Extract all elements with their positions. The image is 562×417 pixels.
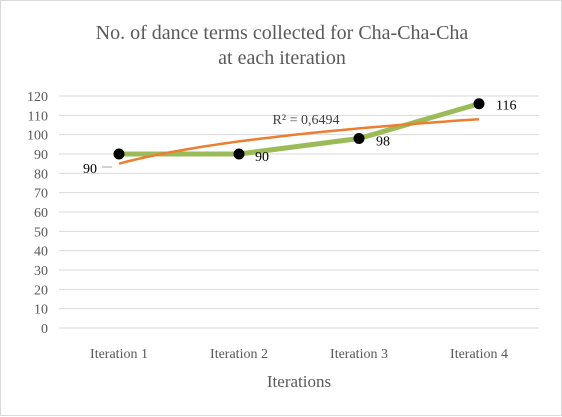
data-label: 90 <box>83 162 97 177</box>
r-squared-label: R² = 0,6494 <box>273 113 340 128</box>
data-label: 98 <box>376 135 390 150</box>
series-line <box>116 101 482 157</box>
data-point <box>233 148 245 160</box>
trendline: R² = 0,6494 <box>118 113 480 165</box>
y-tick-label: 90 <box>34 148 48 163</box>
series <box>113 98 485 160</box>
x-tick-label: Iteration 1 <box>90 347 148 362</box>
chart-title: No. of dance terms collected for Cha-Cha… <box>96 22 469 69</box>
x-tick-label: Iteration 2 <box>210 347 268 362</box>
y-tick-label: 40 <box>34 245 48 260</box>
y-tick-label: 10 <box>34 303 48 318</box>
data-point <box>113 148 125 160</box>
y-tick-label: 80 <box>34 167 48 182</box>
y-tick-label: 30 <box>34 264 48 279</box>
x-tick-label: Iteration 4 <box>450 347 508 362</box>
data-label: 90 <box>255 150 269 165</box>
y-axis-ticks: 0 10 20 30 40 50 60 70 80 90 100 110 120 <box>27 90 48 337</box>
y-tick-label: 60 <box>34 206 48 221</box>
x-tick-label: Iteration 3 <box>330 347 388 362</box>
x-axis-title: Iterations <box>267 372 331 391</box>
y-tick-label: 70 <box>34 187 48 202</box>
gridlines <box>59 95 539 329</box>
y-tick-label: 0 <box>41 322 48 337</box>
data-point <box>473 98 485 110</box>
y-tick-label: 50 <box>34 225 48 240</box>
chart-title-line-1: No. of dance terms collected for Cha-Cha… <box>96 22 469 44</box>
y-tick-label: 120 <box>27 90 48 105</box>
trendline-path <box>118 117 480 165</box>
y-tick-label: 20 <box>34 283 48 298</box>
y-tick-label: 100 <box>27 129 48 144</box>
data-label: 116 <box>496 99 516 114</box>
y-tick-label: 110 <box>28 109 48 124</box>
chart-title-line-2: at each iteration <box>218 47 346 69</box>
data-labels: 90 90 98 116 <box>83 99 516 177</box>
data-point <box>353 133 365 145</box>
x-axis-ticks: Iteration 1 Iteration 2 Iteration 3 Iterati… <box>90 347 508 362</box>
